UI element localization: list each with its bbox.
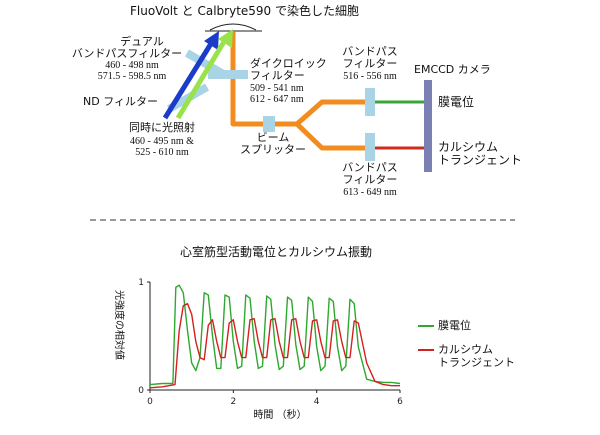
green-arrowhead: [218, 29, 233, 48]
dichroic-filter: [208, 70, 248, 79]
emccd-camera: [424, 80, 432, 172]
dual-bp-range-2: 571.5 - 598.5 nm: [97, 71, 167, 82]
series-calcium-transient: [149, 302, 400, 389]
chart-series: [149, 284, 401, 389]
camera-label: EMCCD カメラ: [414, 63, 491, 76]
blue-arrowhead: [204, 31, 219, 50]
dichroic-range-1: 509 - 541 nm: [250, 83, 304, 94]
bp-bottom-title-1: バンドパス: [342, 161, 398, 174]
dichroic-range-2: 612 - 647 nm: [250, 94, 304, 105]
chart-ticks: 0 2 4 6 0 1: [138, 278, 403, 407]
dual-bp-title-2: バンドパスフィルター: [71, 47, 183, 60]
bandpass-filter-top: [365, 88, 375, 116]
bp-bottom-range: 613 - 649 nm: [343, 187, 397, 198]
dichroic-title-2: フィルター: [250, 69, 305, 82]
legend-calcium-1: カルシウム: [438, 343, 493, 356]
nd-filter-label: ND フィルター: [83, 95, 158, 108]
cell-dish: [209, 23, 257, 31]
x-tick-label: 4: [314, 397, 320, 407]
x-tick-label: 6: [397, 397, 403, 407]
output-membrane-label: 膜電位: [438, 95, 475, 109]
legend-membrane: 膜電位: [438, 319, 471, 332]
dual-bp-range-1: 460 - 498 nm: [105, 60, 159, 71]
bp-top-title-2: フィルター: [342, 57, 398, 70]
blue-excitation-arrow: [162, 40, 215, 120]
dichroic-title-1: ダイクロイック: [250, 57, 327, 70]
output-calcium-label-2: トランジェント: [438, 153, 523, 167]
x-tick-label: 2: [230, 397, 236, 407]
beam-splitter-label-2: スプリッター: [240, 143, 306, 156]
excitation-range-2: 525 - 610 nm: [135, 147, 189, 158]
cells-label: FluoVolt と Calbryte590 で染色した細胞: [130, 4, 359, 18]
y-tick-label: 0: [138, 386, 144, 396]
y-axis-label: 光強度の相対値: [113, 290, 124, 360]
excitation-range-1: 460 - 495 nm &: [130, 136, 194, 147]
dual-bp-title-1: デュアル: [120, 35, 164, 48]
bp-bottom-title-2: フィルター: [342, 173, 398, 186]
output-calcium-label-1: カルシウム: [438, 140, 499, 154]
bp-top-range: 516 - 556 nm: [343, 71, 397, 82]
bandpass-filter-bottom: [365, 133, 375, 161]
legend-calcium-2: トランジェント: [438, 356, 515, 369]
series-membrane-potential: [149, 284, 401, 386]
excitation-title: 同時に光照射: [129, 121, 195, 134]
chart-title: 心室筋型活動電位とカルシウム振動: [180, 245, 373, 259]
x-tick-label: 0: [147, 397, 153, 407]
beam-splitter-label-1: ビーム: [256, 131, 290, 144]
chart-axes: [149, 282, 400, 391]
y-tick-label: 1: [138, 278, 144, 288]
bp-top-title-1: バンドパス: [342, 45, 398, 58]
beam-splitter: [263, 116, 275, 132]
green-excitation-arrow: [175, 38, 228, 120]
x-axis-label: 時間 （秒）: [253, 410, 307, 421]
